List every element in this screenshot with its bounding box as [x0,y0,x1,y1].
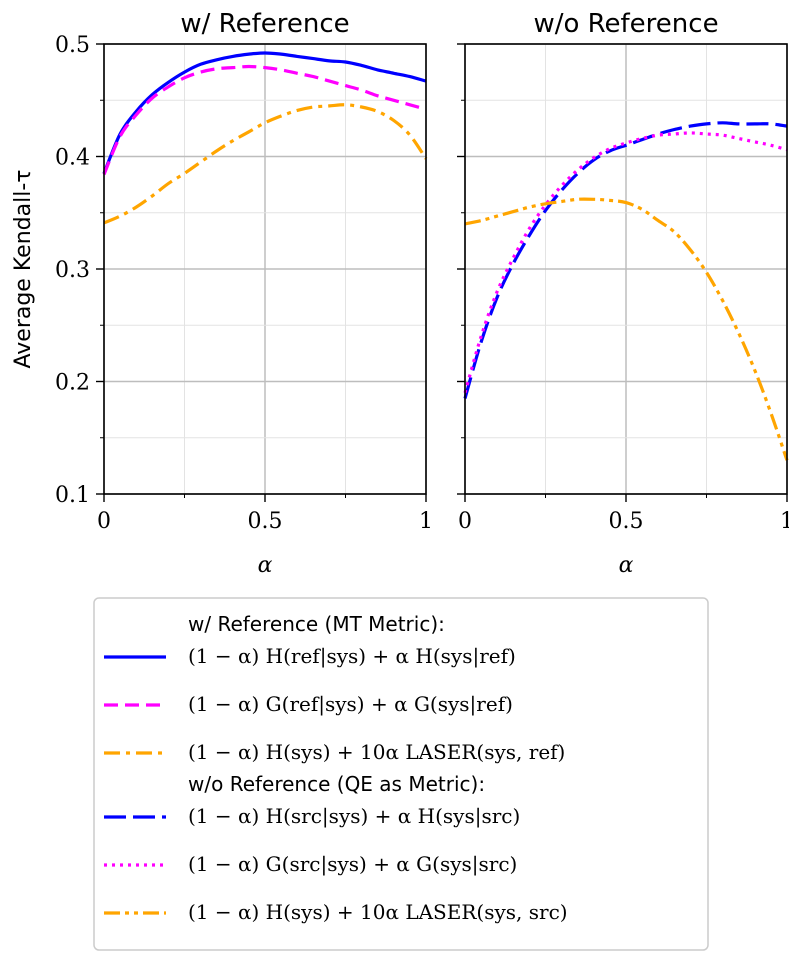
x-tick-label: 1 [780,509,789,534]
ticks: 0 0.5 1 0.1 0.2 0.3 0.4 0.5 [55,33,433,534]
legend-label: (1 − α) H(src|sys) + α H(sys|src) [188,804,520,829]
x-axis-label: α [619,553,634,578]
x-tick-label: 0 [97,509,111,534]
series-line [464,197,789,461]
x-axis-label: α [258,553,273,578]
y-tick-label: 0.2 [55,371,90,396]
legend-entries: (1 − α) H(ref|sys) + α H(sys|ref) (1 − α)… [104,644,568,924]
y-axis-label: Average Kendall-τ [11,170,36,369]
grid [103,43,427,495]
x-tick-label: 0 [458,509,472,534]
panel-title: w/o Reference [533,9,718,39]
ticks: 0 0.5 1 [457,43,789,534]
y-tick-label: 0.4 [55,146,90,171]
legend-box [93,597,709,951]
series-group [102,51,428,225]
legend-label: (1 − α) G(ref|sys) + α G(sys|ref) [188,692,513,717]
y-tick-label: 0.3 [55,258,90,283]
legend-label: (1 − α) H(ref|sys) + α H(sys|ref) [188,644,516,669]
legend-label: (1 − α) G(src|sys) + α G(sys|src) [188,852,517,877]
x-tick-label: 1 [419,509,433,534]
series-line [102,64,427,176]
legend-group-header: w/ Reference (MT Metric): [188,612,445,636]
series-line [463,121,788,399]
legend-label: (1 − α) H(sys) + 10α LASER(sys, ref) [188,740,565,764]
panel-title: w/ Reference [180,9,349,39]
legend: w/ Reference (MT Metric): w/o Reference … [93,597,709,951]
legend-group-header: w/o Reference (QE as Metric): [188,772,485,796]
x-tick-label: 0.5 [609,509,644,534]
panel-w-reference: w/ Reference 0 0.5 1 0.1 0.2 0.3 0.4 0.5 Averag… [11,9,433,578]
panel-wo-reference: w/o Reference 0 0.5 1 α [457,9,789,578]
series-line [463,131,788,394]
grid [464,43,788,495]
legend-label: (1 − α) H(sys) + 10α LASER(sys, src) [188,900,568,924]
series-group [463,121,789,461]
x-tick-label: 0.5 [248,509,283,534]
y-tick-label: 0.5 [55,33,90,58]
series-line [103,103,428,225]
series-line [102,51,427,175]
y-tick-label: 0.1 [55,483,90,508]
